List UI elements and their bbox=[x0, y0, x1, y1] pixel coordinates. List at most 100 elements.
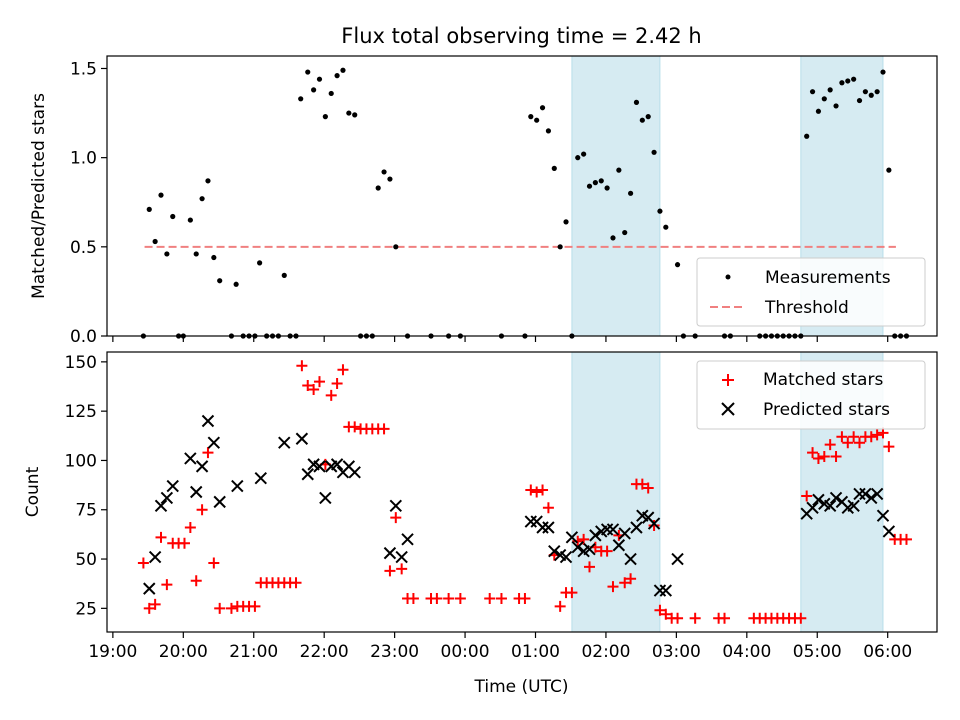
measurement-point bbox=[592, 180, 598, 186]
y-tick-label: 100 bbox=[65, 451, 97, 471]
matched-star-point bbox=[865, 431, 877, 443]
matched-star-point bbox=[349, 421, 361, 433]
matched-star-point bbox=[407, 592, 419, 604]
matched-star-point bbox=[619, 577, 631, 589]
measurement-point bbox=[804, 133, 810, 139]
predicted-star-point bbox=[589, 529, 602, 542]
measurement-point bbox=[616, 167, 622, 173]
predicted-star-point bbox=[383, 546, 397, 560]
measurement-point bbox=[886, 167, 892, 173]
predicted-star-point bbox=[559, 550, 573, 564]
predicted-star-point bbox=[154, 499, 168, 513]
predicted-star-point bbox=[829, 491, 843, 505]
x-tick-label: 05:00 bbox=[793, 642, 842, 662]
top-panel: 0.0 0.5 1.0 1.5 Matched/Predicted stars Mea… bbox=[29, 55, 938, 347]
predicted-star-point bbox=[389, 499, 403, 513]
y-tick-label: 50 bbox=[75, 550, 97, 570]
measurement-point bbox=[845, 78, 851, 84]
matched-star-point bbox=[214, 602, 226, 614]
predicted-star-point bbox=[624, 552, 637, 566]
x-tick-label: 01:00 bbox=[511, 642, 560, 662]
measurement-point bbox=[851, 76, 857, 82]
matched-star-point bbox=[331, 378, 343, 390]
matched-star-point bbox=[161, 579, 173, 591]
y-tick-label: 0.0 bbox=[70, 327, 97, 347]
predicted-star-point bbox=[812, 493, 825, 507]
predicted-star-points bbox=[143, 414, 896, 597]
bottom-panel: 25 50 75 100 125 150 19:00 20:00 21:00 22:00 23:0… bbox=[23, 351, 938, 697]
predicted-star-point bbox=[653, 584, 667, 597]
x-tick-label: 21:00 bbox=[229, 642, 278, 662]
bottom-x-axis: 19:00 20:00 21:00 22:00 23:00 00:00 01:00 02:00… bbox=[88, 632, 912, 662]
measurement-point bbox=[622, 229, 628, 236]
measurement-point bbox=[856, 97, 863, 104]
shaded-interval bbox=[571, 351, 661, 633]
measurement-point bbox=[586, 183, 593, 189]
x-tick-label: 02:00 bbox=[581, 642, 630, 662]
matched-star-point bbox=[654, 604, 666, 616]
y-tick-label: 1.0 bbox=[70, 149, 97, 169]
matched-star-point bbox=[155, 531, 167, 543]
matched-star-point bbox=[296, 360, 308, 372]
measurement-point bbox=[862, 89, 868, 95]
matched-star-point bbox=[196, 504, 208, 516]
legend-matched-label: Matched stars bbox=[763, 370, 883, 390]
matched-star-point bbox=[689, 612, 701, 624]
x-tick-label: 00:00 bbox=[441, 642, 490, 662]
measurement-point bbox=[827, 87, 833, 93]
measurement-point bbox=[645, 114, 651, 120]
measurement-point bbox=[352, 112, 358, 118]
predicted-star-point bbox=[536, 521, 549, 534]
matched-star-point bbox=[519, 592, 531, 604]
y-tick-label: 0.5 bbox=[70, 238, 97, 258]
predicted-star-point bbox=[823, 499, 837, 513]
matched-star-point bbox=[149, 598, 161, 610]
matched-star-point bbox=[818, 451, 830, 463]
measurement-point bbox=[311, 87, 317, 93]
predicted-star-point bbox=[571, 541, 584, 554]
predicted-star-point bbox=[870, 487, 884, 501]
measurement-point bbox=[298, 96, 304, 102]
measurement-point bbox=[158, 192, 164, 198]
measurement-point bbox=[257, 260, 263, 266]
legend-measurements-label: Measurements bbox=[765, 268, 891, 288]
bottom-y-label: Count bbox=[23, 466, 43, 517]
predicted-star-point bbox=[659, 584, 673, 597]
measurement-point bbox=[663, 224, 669, 230]
x-tick-label: 22:00 bbox=[300, 642, 349, 662]
measurement-point bbox=[211, 254, 217, 261]
matched-star-point bbox=[525, 484, 537, 496]
y-tick-label: 25 bbox=[75, 599, 97, 619]
matched-star-point bbox=[249, 600, 261, 612]
matched-star-point bbox=[672, 612, 684, 624]
measurement-point bbox=[551, 165, 557, 171]
predicted-star-point bbox=[524, 515, 538, 528]
matched-star-point bbox=[572, 535, 584, 547]
matched-star-point bbox=[578, 533, 590, 545]
measurement-point bbox=[322, 114, 328, 120]
predicted-star-point bbox=[618, 527, 631, 540]
predicted-star-point bbox=[295, 432, 309, 445]
measurement-point bbox=[205, 178, 211, 184]
measurement-point bbox=[639, 117, 645, 123]
predicted-star-point bbox=[865, 491, 878, 505]
top-x-ticks bbox=[112, 336, 889, 342]
shaded-interval bbox=[571, 55, 661, 337]
legend-threshold-label: Threshold bbox=[764, 298, 849, 318]
legend-measurements-marker bbox=[725, 274, 731, 280]
matched-star-point bbox=[313, 376, 325, 388]
matched-star-point bbox=[801, 490, 813, 502]
matched-star-point bbox=[830, 451, 842, 463]
measurement-point bbox=[674, 262, 681, 268]
matched-star-point bbox=[396, 563, 408, 575]
predicted-star-point bbox=[201, 414, 215, 428]
measurement-point bbox=[575, 155, 581, 161]
predicted-star-point bbox=[671, 552, 684, 566]
measurement-point bbox=[627, 190, 634, 196]
measurement-point bbox=[217, 278, 223, 284]
matched-star-point bbox=[636, 478, 648, 490]
predicted-star-point bbox=[160, 491, 174, 505]
measurement-point bbox=[164, 251, 170, 257]
matched-star-point bbox=[836, 431, 848, 443]
predicted-star-point bbox=[882, 525, 896, 538]
